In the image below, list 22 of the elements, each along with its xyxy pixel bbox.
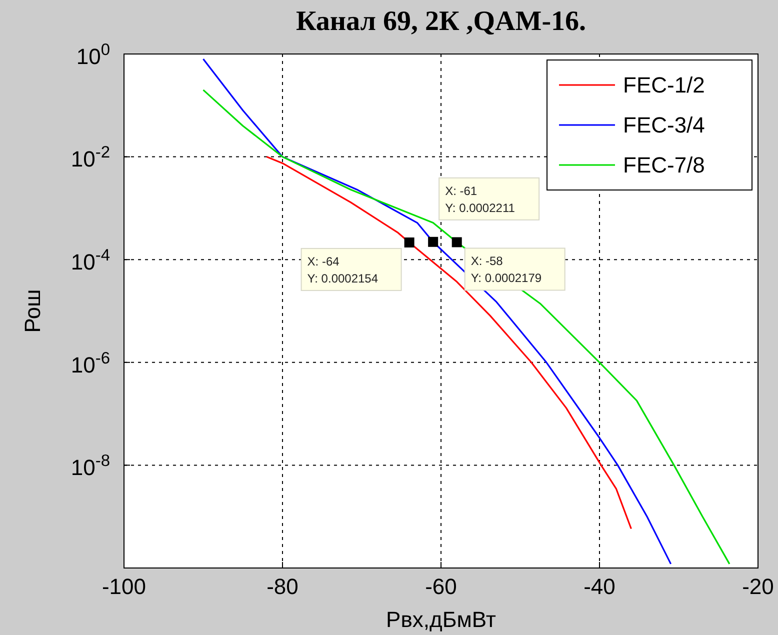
y-tick-label: 10$^{-8}$ <box>70 452 110 480</box>
legend-label: FEC-1/2 <box>623 72 705 98</box>
legend-label: FEC-7/8 <box>623 152 705 178</box>
y-tick-label: 10$^{-2}$ <box>70 144 110 172</box>
y-tick-label: 10$^{0}$ <box>76 40 110 69</box>
annotation: X: -58 Y: 0.0002179 <box>470 254 542 286</box>
x-tick-label: -40 <box>584 574 616 600</box>
x-tick-label: -100 <box>102 574 146 600</box>
chart-title: Канал 69, 2К ,QAM-16. <box>296 6 586 37</box>
y-axis-title: Рош <box>20 289 45 333</box>
x-tick-label: -80 <box>266 574 298 600</box>
y-tick-label: 10$^{-6}$ <box>70 349 110 378</box>
annotation: X: -64 Y: 0.0002154 <box>307 254 378 286</box>
legend-label: FEC-3/4 <box>623 112 705 138</box>
datatip: X: -64 Y: 0.0002154 <box>300 237 414 291</box>
y-tick-label: 10$^{-4}$ <box>70 246 110 274</box>
datatip: X: -61 Y: 0.0002211 <box>428 177 540 247</box>
x-tick-label: -20 <box>742 574 774 600</box>
x-tick-label: -60 <box>425 574 457 600</box>
datatip: X: -58 Y: 0.0002179 <box>452 237 566 291</box>
x-axis-title: Рвх,дБмВт <box>386 607 496 632</box>
annotation: X: -61 Y: 0.0002211 <box>445 184 516 215</box>
